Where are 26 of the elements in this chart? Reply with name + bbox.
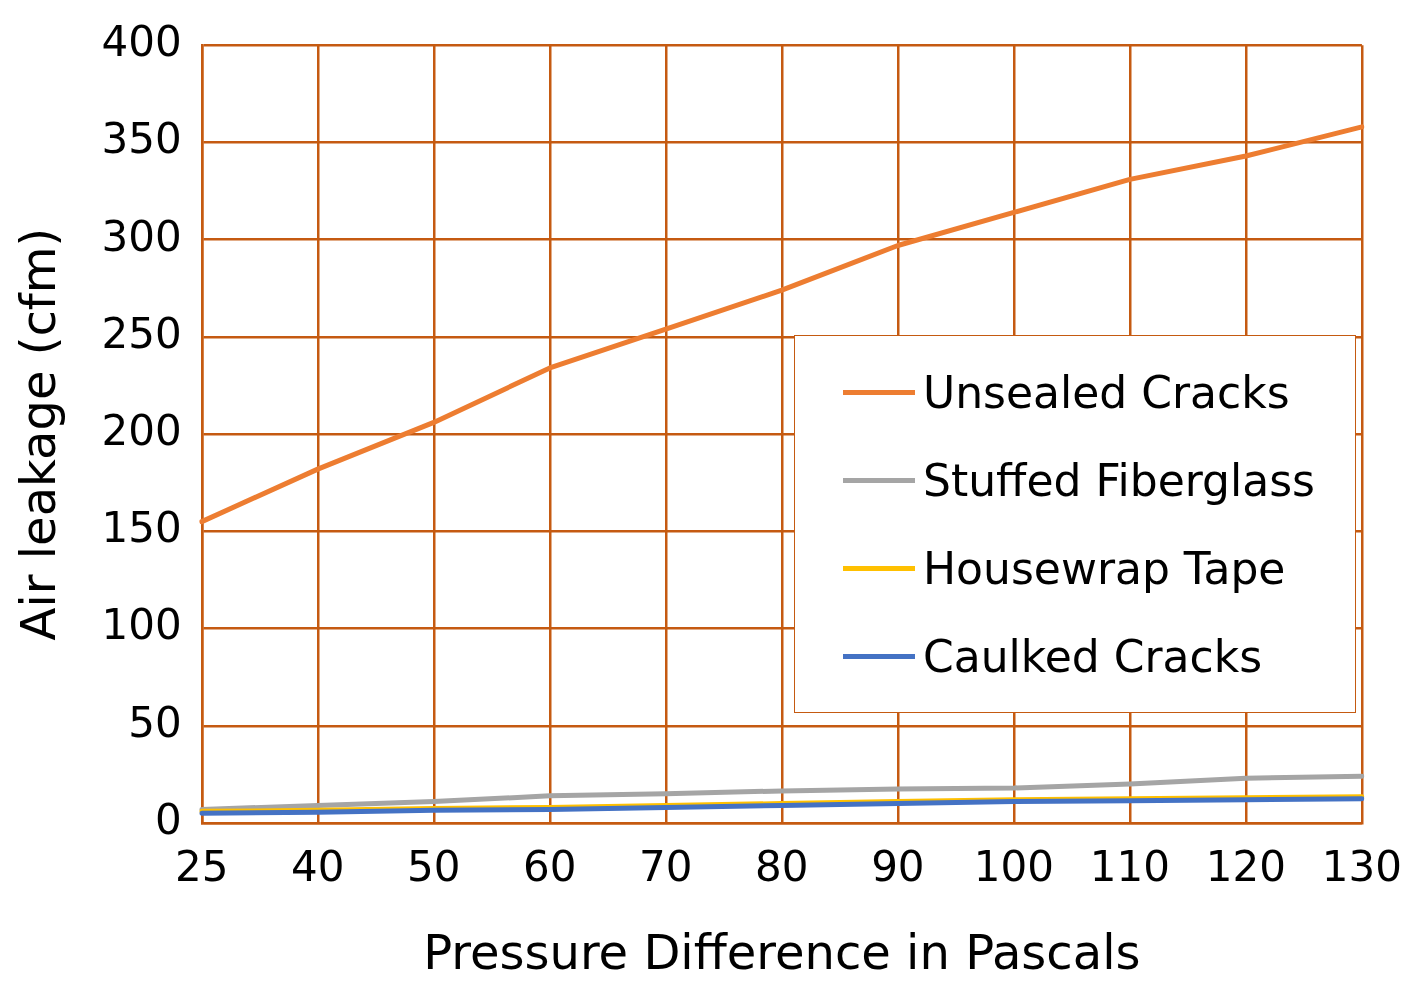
x-tick-label: 50 [407,842,461,892]
x-tick-label: 90 [871,842,925,892]
y-axis-title: Air leakage (cfm) [10,227,67,641]
x-tick-label: 80 [755,842,809,892]
y-tick-label: 100 [101,600,182,650]
x-tick-label: 70 [639,842,693,892]
x-tick-label: 110 [1089,842,1170,892]
y-tick-label: 250 [101,308,182,358]
legend-label: Caulked Cracks [923,630,1263,682]
legend-label: Unsealed Cracks [923,366,1290,418]
legend-label: Housewrap Tape [923,542,1286,594]
x-tick-label: 100 [973,842,1054,892]
y-tick-label: 50 [128,697,182,747]
y-tick-label: 200 [101,406,182,456]
y-tick-label: 0 [155,794,182,844]
x-tick-label: 130 [1321,842,1402,892]
x-axis-title: Pressure Difference in Pascals [423,923,1141,980]
x-tick-label: 40 [291,842,345,892]
x-tick-label: 25 [175,842,229,892]
y-tick-label: 350 [101,114,182,164]
x-tick-label: 120 [1205,842,1286,892]
y-tick-label: 300 [101,211,182,261]
legend-label: Stuffed Fiberglass [923,454,1315,506]
x-tick-label: 60 [523,842,577,892]
y-tick-label: 150 [101,503,182,553]
y-tick-label: 400 [101,17,182,67]
